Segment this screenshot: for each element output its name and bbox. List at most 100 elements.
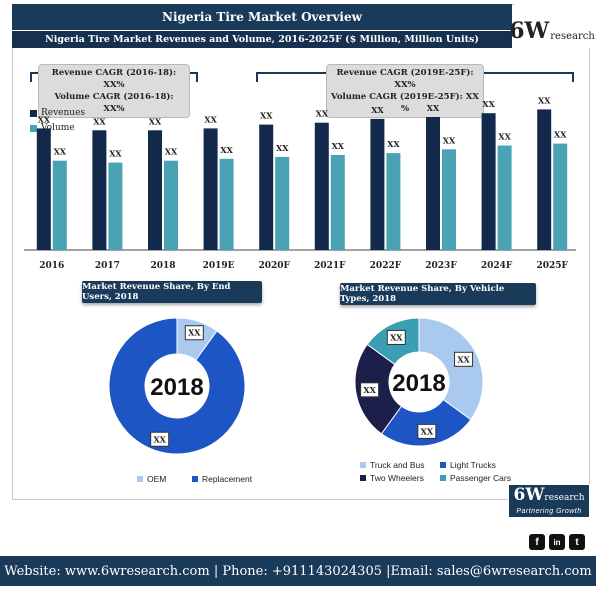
logo-main: 6W	[509, 18, 550, 44]
legend-oem-swatch	[137, 476, 143, 482]
x-tick-label: 2017	[95, 261, 120, 271]
vehicle-types-donut-chart: XX XX XX XX 2018	[354, 317, 484, 447]
slice-value-label: XX	[421, 426, 434, 436]
legend-revenues-swatch	[30, 109, 37, 117]
footer-contact: Website: www.6wresearch.com | Phone: +91…	[0, 556, 596, 586]
end-users-donut-chart: XX XX 2018	[108, 317, 246, 455]
slice-label-box	[454, 351, 474, 367]
slice-label-box	[360, 382, 380, 398]
donut-slice	[380, 398, 472, 447]
slice-label-box	[184, 325, 204, 341]
bar-revenue	[36, 128, 51, 250]
bar-value-label: XX	[165, 147, 178, 157]
bar-value-label: XX	[443, 135, 456, 145]
x-tick-label: 2021F	[314, 261, 346, 271]
legend-revenues: Revenues	[30, 108, 85, 118]
legend-volume-swatch	[30, 124, 37, 132]
bar-value-label: XX	[54, 147, 67, 157]
bar-volume	[497, 145, 512, 250]
bar-value-label: XX	[332, 141, 345, 151]
slice-label-box	[417, 423, 437, 439]
legend-replacement-swatch	[192, 476, 198, 482]
logo-sub: research	[550, 31, 595, 42]
linkedin-icon[interactable]: in	[549, 534, 565, 550]
logo-bottom-sub: research	[544, 493, 585, 503]
slice-label-box	[386, 329, 406, 345]
bar-revenue	[370, 118, 385, 251]
forecast-revenue-cagr: Revenue CAGR (2019E-25F): XX%	[336, 68, 474, 90]
donut-center-label: 2018	[392, 370, 445, 397]
x-tick-label: 2018	[150, 261, 175, 271]
bar-value-label: XX	[276, 143, 289, 153]
x-tick-label: 2024F	[481, 261, 513, 271]
legend-two-wheelers-label: Two Wheelers	[370, 473, 424, 483]
legend-truck-bus: Truck and Bus	[360, 460, 425, 470]
bar-revenue	[203, 128, 218, 250]
legend-revenues-label: Revenues	[41, 108, 86, 118]
historic-volume-cagr: Volume CAGR (2016-18): XX%	[54, 92, 174, 114]
bar-value-label: XX	[387, 139, 400, 149]
bar-revenue	[148, 130, 162, 250]
bar-value-label: XX	[316, 109, 329, 119]
legend-light-trucks-swatch	[440, 462, 446, 468]
logo-tagline: Partnering Growth	[516, 508, 582, 515]
donut-slice	[108, 317, 246, 455]
vehicle-types-pie-title: Market Revenue Share, By Vehicle Types, …	[340, 283, 536, 305]
legend-volume: Volume	[30, 123, 75, 133]
bar-value-label: XX	[498, 132, 511, 142]
legend-passenger-cars-label: Passenger Cars	[450, 473, 511, 483]
slice-value-label: XX	[390, 332, 403, 342]
x-tick-label: 2016	[39, 261, 64, 271]
bar-volume	[330, 155, 345, 250]
legend-oem: OEM	[137, 474, 166, 484]
legend-volume-label: Volume	[41, 123, 75, 133]
x-tick-label: 2019E	[203, 261, 235, 271]
bar-revenue	[426, 117, 440, 250]
bar-value-label: XX	[260, 111, 273, 121]
bar-value-label: XX	[482, 99, 495, 109]
legend-two-wheelers-swatch	[360, 475, 366, 481]
slice-value-label: XX	[188, 328, 201, 338]
bar-revenue	[259, 124, 274, 250]
bar-revenue	[537, 109, 552, 251]
x-tick-label: 2020F	[258, 261, 290, 271]
brand-logo-bottom: 6Wresearch Partnering Growth	[508, 484, 590, 518]
bar-value-label: XX	[149, 116, 162, 126]
bar-value-label: XX	[554, 130, 567, 140]
bar-value-label: XX	[538, 95, 551, 105]
donut-center-label: 2018	[150, 374, 203, 401]
legend-replacement: Replacement	[192, 474, 252, 484]
legend-light-trucks-label: Light Trucks	[450, 460, 496, 470]
forecast-volume-cagr: Volume CAGR (2019E-25F): XX %	[331, 92, 479, 114]
slice-value-label: XX	[153, 434, 166, 444]
historic-cagr-box: Revenue CAGR (2016-18): XX% Volume CAGR …	[38, 64, 190, 118]
donut-slice	[418, 317, 484, 421]
bar-value-label: XX	[220, 145, 233, 155]
end-users-pie-title: Market Revenue Share, By End Users, 2018	[82, 281, 262, 303]
bar-volume	[386, 153, 401, 250]
logo-bottom-main: 6W	[513, 485, 545, 505]
bar-volume	[219, 158, 234, 250]
revenue-volume-bar-chart: XX XX 2016 XX XX 2017 XX XX 2018 XX XX 2019E XX XX 202…	[24, 95, 576, 271]
x-tick-label: 2022F	[370, 261, 402, 271]
bar-volume	[553, 143, 568, 250]
slice-label-box	[150, 431, 170, 447]
legend-passenger-cars: Passenger Cars	[440, 473, 511, 483]
legend-two-wheelers: Two Wheelers	[360, 473, 424, 483]
legend-oem-label: OEM	[147, 474, 167, 484]
bar-value-label: XX	[204, 114, 217, 124]
slice-value-label: XX	[457, 354, 470, 364]
bar-volume	[164, 160, 178, 250]
x-tick-label: 2025F	[536, 261, 568, 271]
historic-revenue-cagr: Revenue CAGR (2016-18): XX%	[51, 68, 177, 90]
bar-value-label: XX	[109, 149, 122, 159]
twitter-icon[interactable]: t	[569, 534, 585, 550]
bar-value-label: XX	[93, 116, 106, 126]
bar-value-label: XX	[371, 105, 384, 115]
bar-revenue	[314, 122, 329, 250]
legend-light-trucks: Light Trucks	[440, 460, 496, 470]
facebook-icon[interactable]: f	[529, 534, 545, 550]
x-tick-label: 2023F	[425, 261, 457, 271]
slice-value-label: XX	[363, 385, 376, 395]
bar-revenue	[481, 113, 496, 250]
